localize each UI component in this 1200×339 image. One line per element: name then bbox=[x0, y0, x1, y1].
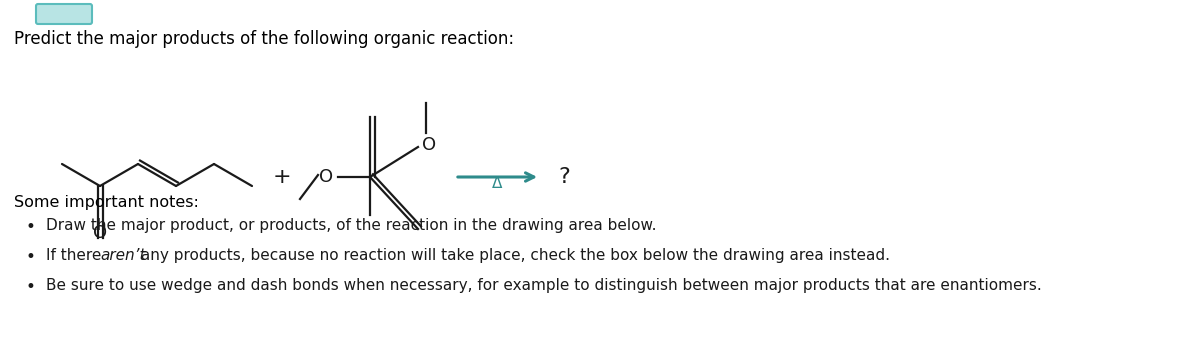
Text: ?: ? bbox=[558, 167, 570, 187]
Text: Predict the major products of the following organic reaction:: Predict the major products of the follow… bbox=[14, 30, 514, 48]
Text: Be sure to use wedge and dash bonds when necessary, for example to distinguish b: Be sure to use wedge and dash bonds when… bbox=[46, 278, 1042, 293]
Text: If there: If there bbox=[46, 248, 107, 263]
Text: O: O bbox=[422, 136, 436, 154]
Text: aren’t: aren’t bbox=[100, 248, 145, 263]
Text: •: • bbox=[25, 278, 35, 296]
Text: Some important notes:: Some important notes: bbox=[14, 195, 199, 210]
Text: Δ: Δ bbox=[492, 176, 503, 191]
FancyBboxPatch shape bbox=[36, 4, 92, 24]
Text: •: • bbox=[25, 218, 35, 236]
Text: any products, because no reaction will take place, check the box below the drawi: any products, because no reaction will t… bbox=[136, 248, 890, 263]
Text: Draw the major product, or products, of the reaction in the drawing area below.: Draw the major product, or products, of … bbox=[46, 218, 656, 233]
Text: O: O bbox=[319, 168, 334, 186]
Text: •: • bbox=[25, 248, 35, 266]
Text: +: + bbox=[272, 167, 292, 187]
Text: O: O bbox=[92, 224, 107, 242]
